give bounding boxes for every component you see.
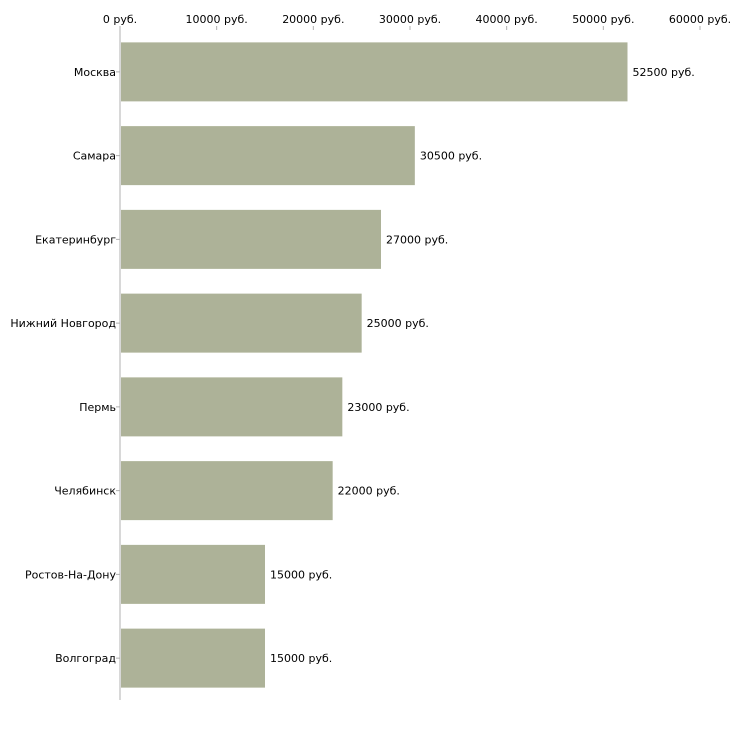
category-label: Самара bbox=[73, 150, 116, 163]
x-tick-label: 20000 руб. bbox=[282, 13, 344, 26]
value-label: 52500 руб. bbox=[633, 66, 695, 79]
value-labels: 52500 руб. 30500 руб. 27000 руб. 25000 руб.… bbox=[270, 66, 695, 665]
bar bbox=[121, 126, 415, 186]
category-label: Екатеринбург bbox=[35, 233, 116, 246]
value-label: 23000 руб. bbox=[347, 401, 409, 414]
x-axis: 0 руб. 10000 руб. 20000 руб. 30000 руб. 4000… bbox=[103, 13, 730, 30]
bar bbox=[121, 461, 333, 521]
value-label: 15000 руб. bbox=[270, 568, 332, 581]
bar bbox=[121, 377, 343, 437]
category-label: Волгоград bbox=[55, 652, 116, 665]
value-label: 27000 руб. bbox=[386, 233, 448, 246]
value-label: 30500 руб. bbox=[420, 150, 482, 163]
category-label: Ростов-На-Дону bbox=[25, 568, 116, 581]
x-tick-label: 60000 руб. bbox=[669, 13, 730, 26]
bar bbox=[121, 628, 265, 688]
category-label: Пермь bbox=[79, 401, 116, 414]
category-label: Москва bbox=[74, 66, 116, 79]
category-label: Нижний Новгород bbox=[10, 317, 116, 330]
value-label: 25000 руб. bbox=[367, 317, 429, 330]
x-tick-label: 10000 руб. bbox=[186, 13, 248, 26]
category-label: Челябинск bbox=[54, 485, 116, 498]
y-axis: Москва Самара Екатеринбург Нижний Новгород П… bbox=[10, 66, 120, 665]
bars bbox=[121, 42, 628, 688]
bar bbox=[121, 544, 265, 604]
value-label: 22000 руб. bbox=[338, 485, 400, 498]
value-label: 15000 руб. bbox=[270, 652, 332, 665]
x-tick-label: 40000 руб. bbox=[476, 13, 538, 26]
bar bbox=[121, 293, 362, 353]
x-tick-label: 50000 руб. bbox=[572, 13, 634, 26]
bar bbox=[121, 209, 381, 269]
bar bbox=[121, 42, 628, 102]
x-tick-label: 30000 руб. bbox=[379, 13, 441, 26]
x-tick-label: 0 руб. bbox=[103, 13, 137, 26]
